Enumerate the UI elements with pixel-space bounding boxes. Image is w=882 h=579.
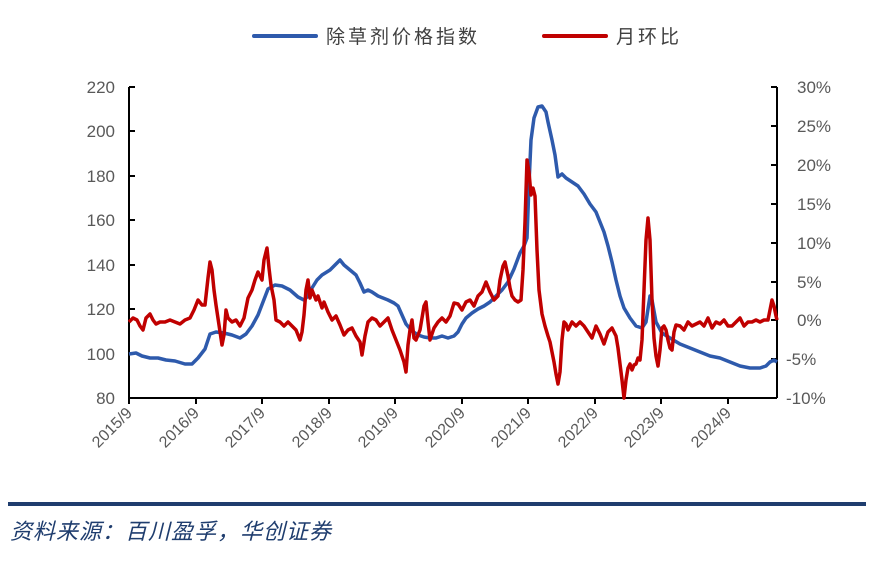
legend-item-mom: 月环比 [542,22,682,49]
x-tick-label: 2019/9 [355,405,402,452]
left-tick-label: 160 [87,211,115,230]
legend-label-mom: 月环比 [616,26,683,48]
series-mom-line [127,158,779,400]
right-axis: 30% 25% 20% 15% 10% 5% 0% -5% -10% [771,78,831,408]
x-tick-label: 2017/9 [222,405,269,452]
chart-legend: 除草剂价格指数 月环比 [0,22,882,54]
x-tick-label: 2018/9 [289,405,336,452]
right-tick-label: 30% [797,78,831,97]
legend-item-price-index: 除草剂价格指数 [252,22,480,49]
left-tick-label: 180 [87,167,115,186]
right-tick-label: -10% [786,389,826,408]
x-tick-label: 2016/9 [156,405,203,452]
right-tick-label: 0% [797,311,822,330]
right-tick-label: 25% [797,117,831,136]
chart-plot: 220 200 180 160 140 120 100 80 30% 25% 2… [87,78,831,452]
source-divider [8,502,866,506]
right-tick-label: 10% [797,234,831,253]
x-tick-label: 2021/9 [488,405,535,452]
left-tick-label: 120 [87,300,115,319]
x-tick-label: 2023/9 [621,405,668,452]
right-tick-label: 15% [797,195,831,214]
left-axis: 220 200 180 160 140 120 100 80 [87,78,135,408]
x-tick-label: 2024/9 [688,405,735,452]
x-tick-label: 2020/9 [422,405,469,452]
right-tick-label: 20% [797,156,831,175]
legend-line-red-icon [542,33,608,38]
left-tick-label: 220 [87,78,115,97]
left-tick-label: 80 [96,389,115,408]
right-tick-label: 5% [797,273,822,292]
x-tick-label: 2022/9 [555,405,602,452]
left-tick-label: 100 [87,345,115,364]
legend-line-blue-icon [252,33,318,38]
legend-label-price-index: 除草剂价格指数 [326,26,481,48]
x-tick-label: 2015/9 [89,405,136,452]
left-tick-label: 200 [87,122,115,141]
source-note: 资料来源：百川盈孚，华创证券 [10,520,333,545]
right-tick-label: -5% [786,350,816,369]
x-axis: 2015/9 2016/9 2017/9 2018/9 2019/9 2020/… [89,397,777,452]
left-tick-label: 140 [87,256,115,275]
